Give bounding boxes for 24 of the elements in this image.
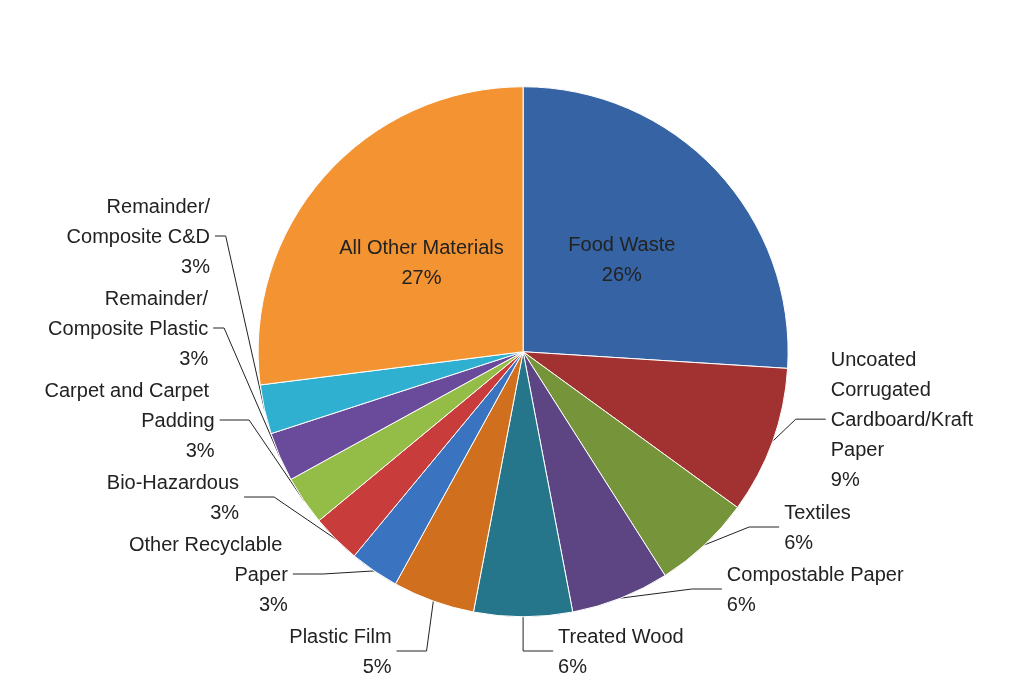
slice-label: Food Waste [568,232,676,255]
data-label: 3% [181,255,211,277]
data-label: 26% [601,262,643,285]
data-label: 27% [401,266,442,289]
data-label: 3% [179,347,209,369]
slice-label: Textiles [784,501,851,523]
data-label: 9% [830,468,860,491]
slice-label: Carpet and Carpet Padding [44,379,215,431]
slice-label: Uncoated Corrugated Cardboard/Kraft Paper [830,348,979,461]
data-label: 5% [362,655,392,677]
slice-label: Compostable Paper [726,563,904,585]
data-label: 6% [558,655,588,677]
data-label: 3% [185,439,215,461]
data-label: 6% [784,531,814,553]
slice-label: Other Recyclable Paper [128,533,289,585]
slice-label: Bio-Hazardous [106,471,240,493]
data-label: 3% [210,501,240,523]
data-label: 6% [726,593,756,615]
slice-label: Remainder/Composite C&D [66,195,211,247]
slice-label: Plastic Film [289,625,392,647]
data-label: 3% [258,593,289,615]
slice-label: All Other Materials [339,236,504,259]
slice-label: Treated Wood [558,625,684,647]
slice-label: Remainder/Composite Plastic [48,287,209,339]
